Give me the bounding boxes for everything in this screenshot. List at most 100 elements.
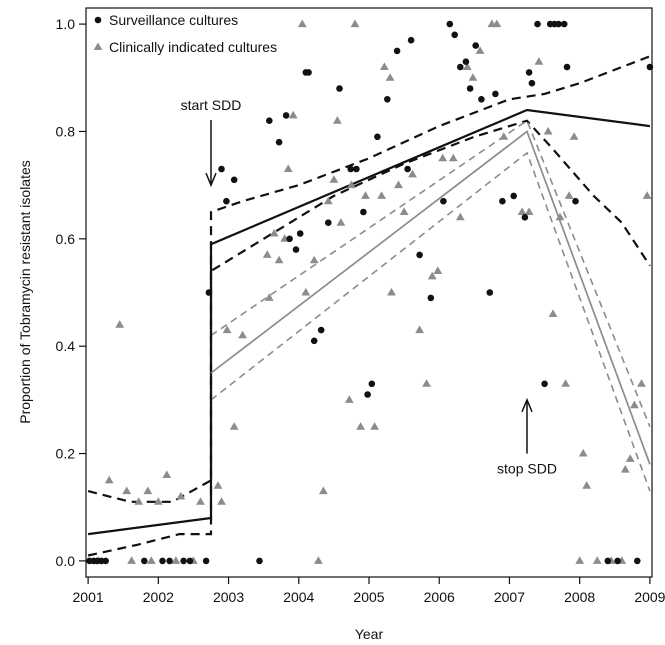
point-surveillance xyxy=(427,294,435,302)
point-surveillance xyxy=(159,557,166,565)
legend-label-surveillance: Surveillance cultures xyxy=(109,12,238,28)
point-surveillance xyxy=(451,31,459,39)
point-surveillance xyxy=(604,557,612,565)
point-surveillance xyxy=(492,90,499,98)
point-surveillance xyxy=(534,20,541,28)
point-surveillance xyxy=(404,165,411,173)
x-tick-label: 2008 xyxy=(564,589,595,605)
point-surveillance xyxy=(510,192,517,200)
point-clinical xyxy=(314,556,323,564)
point-clinical xyxy=(555,212,565,221)
point-surveillance xyxy=(205,289,213,296)
stop-sdd-arrowhead xyxy=(521,397,533,413)
point-clinical xyxy=(297,19,307,28)
point-surveillance xyxy=(466,85,474,92)
point-clinical xyxy=(569,132,579,140)
point-clinical xyxy=(176,491,186,500)
x-tick-label: 2007 xyxy=(494,589,525,605)
point-surveillance xyxy=(486,289,494,296)
point-clinical xyxy=(274,255,284,264)
point-clinical xyxy=(575,556,585,564)
point-clinical xyxy=(104,475,114,484)
point-surveillance xyxy=(325,219,332,226)
point-surveillance xyxy=(202,557,210,565)
point-clinical xyxy=(592,556,602,564)
point-surveillance xyxy=(525,69,533,76)
point-clinical xyxy=(380,62,389,70)
point-clinical xyxy=(171,556,181,564)
fit-line-clinical xyxy=(210,130,651,465)
point-clinical xyxy=(344,395,354,403)
ci-lower-line-clinical xyxy=(210,151,651,492)
point-surveillance xyxy=(457,63,464,71)
point-clinical xyxy=(115,320,125,328)
point-clinical xyxy=(356,422,365,430)
y-tick-label: 0.2 xyxy=(56,446,76,462)
point-surveillance xyxy=(230,176,238,184)
point-clinical xyxy=(642,191,652,199)
point-surveillance xyxy=(446,20,454,28)
point-clinical xyxy=(288,110,298,119)
point-clinical xyxy=(347,180,356,189)
point-clinical xyxy=(229,422,239,430)
x-tick-label: 2001 xyxy=(73,589,104,605)
point-surveillance xyxy=(521,214,529,221)
point-clinical xyxy=(582,481,592,489)
point-clinical xyxy=(468,73,478,81)
point-clinical xyxy=(134,497,144,505)
point-surveillance xyxy=(499,197,506,205)
ci-upper-line-surveillance xyxy=(87,55,651,503)
legend: Surveillance cultures Clinically indicat… xyxy=(93,12,277,55)
point-surveillance xyxy=(478,96,485,103)
axes: 2001 2002 2003 2004 2005 2006 2007 2008 2009 0.0 0… xyxy=(56,16,665,605)
point-clinical xyxy=(196,497,205,505)
point-clinical xyxy=(399,207,409,215)
point-surveillance xyxy=(141,557,148,565)
point-clinical xyxy=(455,212,465,221)
point-clinical xyxy=(564,191,574,199)
point-surveillance xyxy=(393,47,401,55)
y-tick-label: 1.0 xyxy=(56,16,76,32)
legend-label-clinical: Clinically indicated cultures xyxy=(109,39,277,55)
point-clinical xyxy=(213,481,223,489)
point-surveillance xyxy=(528,79,536,87)
x-tick-label: 2006 xyxy=(424,589,455,605)
point-clinical xyxy=(534,57,544,65)
point-surveillance xyxy=(305,69,312,76)
point-clinical xyxy=(153,497,163,505)
point-clinical xyxy=(620,465,630,473)
point-clinical xyxy=(387,287,396,296)
point-surveillance xyxy=(296,230,304,237)
y-tick-label: 0.6 xyxy=(56,231,76,247)
point-surveillance xyxy=(286,235,293,243)
point-surveillance xyxy=(336,85,343,92)
legend-marker-surveillance xyxy=(94,16,102,24)
point-clinical xyxy=(561,379,570,387)
point-clinical xyxy=(415,325,424,334)
x-tick-label: 2005 xyxy=(353,589,384,605)
point-surveillance xyxy=(440,197,447,205)
point-surveillance xyxy=(462,58,470,65)
point-surveillance xyxy=(166,557,173,565)
legend-marker-clinical xyxy=(93,42,103,50)
point-clinical xyxy=(323,196,333,205)
point-clinical xyxy=(350,19,360,28)
stop-sdd-label: stop SDD xyxy=(497,461,557,477)
point-clinical xyxy=(462,62,472,70)
point-clinical xyxy=(625,454,635,462)
point-clinical xyxy=(475,46,485,54)
point-surveillance xyxy=(317,326,325,334)
point-clinical xyxy=(217,497,226,505)
point-surveillance xyxy=(407,36,415,44)
point-surveillance xyxy=(560,20,568,28)
point-clinical xyxy=(630,400,639,409)
point-clinical xyxy=(408,169,417,178)
point-clinical xyxy=(301,287,311,296)
x-tick-label: 2004 xyxy=(283,589,314,605)
point-surveillance xyxy=(218,165,225,173)
point-clinical xyxy=(329,175,339,183)
point-surveillance xyxy=(472,42,480,49)
point-clinical xyxy=(448,153,458,162)
